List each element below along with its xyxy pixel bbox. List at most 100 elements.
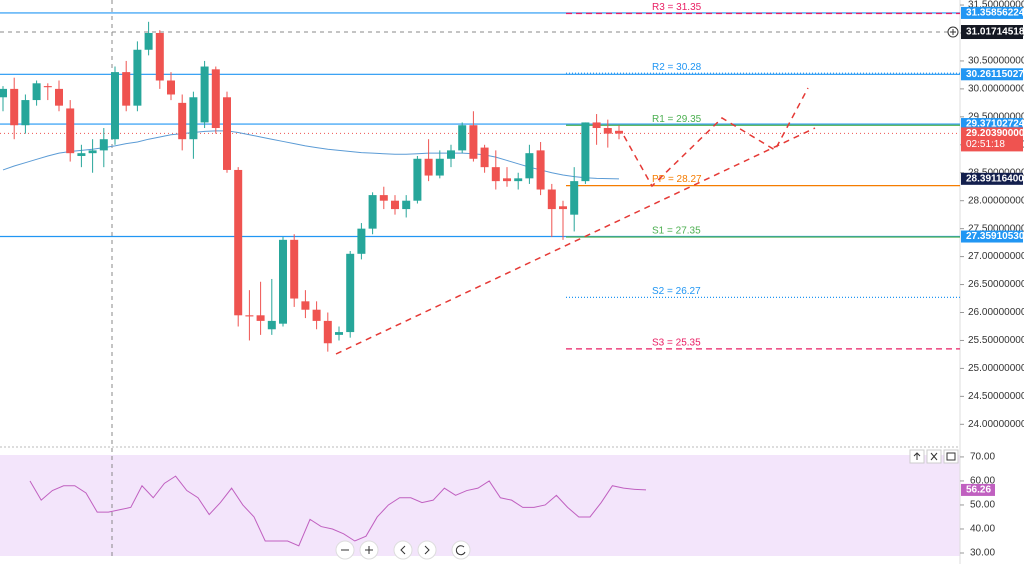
y-tick-label: 24.00000000 — [968, 419, 1024, 430]
y-tick-label: 29.50000000 — [968, 111, 1024, 122]
rsi-line — [29, 475, 647, 547]
candle-body — [491, 167, 500, 182]
right-icon — [424, 545, 430, 555]
level-label-box — [961, 118, 1023, 131]
pivot-label: S3 = 25.35 — [652, 337, 701, 348]
candle-body — [88, 150, 97, 154]
y-tick-label: 25.00000000 — [968, 363, 1024, 374]
candle-body — [514, 178, 523, 182]
maximize-button[interactable] — [943, 449, 959, 464]
candle-body — [290, 239, 299, 299]
y-tick-label: 24.50000000 — [968, 391, 1024, 402]
candle-body — [301, 301, 310, 310]
up-icon — [913, 452, 921, 460]
candle-body — [77, 153, 86, 156]
candle-body — [581, 122, 590, 182]
level-label-text: 27.35910530 — [966, 231, 1024, 242]
scroll-left[interactable] — [393, 540, 413, 560]
candle-body — [368, 195, 377, 229]
candle-body — [603, 128, 612, 134]
candle-body — [178, 102, 187, 140]
candle-body — [547, 189, 556, 210]
ma-label-text: 28.39116400 — [966, 173, 1024, 184]
candle-body — [99, 139, 108, 151]
candle-body — [559, 206, 567, 210]
add-alert-icon — [950, 29, 956, 36]
candle-body — [447, 150, 455, 159]
maximize-icon — [946, 452, 956, 461]
level-label-text: 29.37102724 — [966, 119, 1024, 130]
candle-body — [480, 147, 489, 168]
candle-body — [122, 72, 131, 106]
candle-body — [279, 239, 287, 324]
candle-body — [536, 150, 545, 190]
pivot-label: R3 = 31.35 — [652, 2, 702, 13]
reset[interactable] — [451, 540, 471, 560]
candle-body — [413, 158, 422, 201]
y-tick-label: 26.50000000 — [968, 279, 1024, 290]
candle-body — [615, 130, 623, 134]
candle-body — [435, 158, 444, 176]
candle-body — [267, 320, 276, 330]
rsi-tick-label: 60.00 — [970, 476, 995, 487]
crosshair-box — [961, 25, 1023, 40]
y-tick-label: 25.50000000 — [968, 335, 1024, 346]
rsi-panel — [0, 455, 960, 556]
pivot-label: PP = 28.27 — [652, 174, 702, 185]
candle-body — [234, 169, 243, 316]
zoom-controls — [335, 540, 471, 560]
candle-body — [379, 195, 388, 201]
candle-body — [223, 97, 231, 170]
y-tick-label: 27.50000000 — [968, 223, 1024, 234]
candle-body — [111, 72, 119, 140]
rsi-value-text: 56.26 — [966, 485, 991, 496]
candle-body — [245, 315, 254, 317]
candle-body — [211, 69, 220, 129]
scroll-right[interactable] — [417, 540, 437, 560]
current-price-box — [961, 127, 1023, 152]
candle-body — [256, 315, 265, 321]
ma-label-box — [961, 172, 1023, 185]
candle-body — [346, 253, 355, 333]
rsi-tick-label: 40.00 — [970, 524, 995, 535]
candle-body — [133, 49, 142, 106]
close-icon — [930, 452, 938, 461]
candle-body — [144, 32, 153, 50]
level-label-text: 30.26115027 — [966, 69, 1024, 80]
level-label-box — [961, 230, 1023, 243]
rsi-value-box — [961, 483, 995, 496]
pivot-label: S1 = 27.35 — [652, 226, 701, 237]
crosshair-text: 31.01714518 — [966, 27, 1024, 38]
candle-body — [55, 88, 63, 106]
candle-body — [155, 32, 164, 81]
candle-body — [189, 97, 198, 140]
pivot-label: R2 = 30.28 — [652, 62, 702, 73]
candle-body — [525, 153, 534, 179]
level-label-text: 31.35856224 — [966, 8, 1024, 19]
y-tick-label: 30.00000000 — [968, 84, 1024, 95]
candle-body — [424, 158, 433, 176]
y-tick-label: 30.50000000 — [968, 56, 1024, 67]
level-label-box — [961, 6, 1023, 19]
y-tick-label: 28.00000000 — [968, 195, 1024, 206]
candle-body — [10, 88, 19, 126]
candle-body — [592, 122, 601, 129]
candle-body — [66, 108, 75, 154]
plus-icon — [365, 546, 373, 554]
candle-body — [312, 309, 321, 321]
candle-body — [391, 200, 399, 210]
current-price-text: 29.20390000 — [966, 128, 1024, 139]
y-tick-label: 26.00000000 — [968, 307, 1024, 318]
candle-body — [570, 181, 579, 215]
pivot-label: S2 = 26.27 — [652, 286, 701, 297]
left-icon — [400, 545, 406, 555]
trendline — [335, 127, 816, 355]
candle-body — [458, 125, 467, 151]
candle-body — [469, 125, 478, 159]
candle-body — [21, 100, 30, 126]
candle-body — [357, 228, 366, 254]
reset-icon — [455, 545, 466, 556]
y-tick-label: 27.00000000 — [968, 251, 1024, 262]
